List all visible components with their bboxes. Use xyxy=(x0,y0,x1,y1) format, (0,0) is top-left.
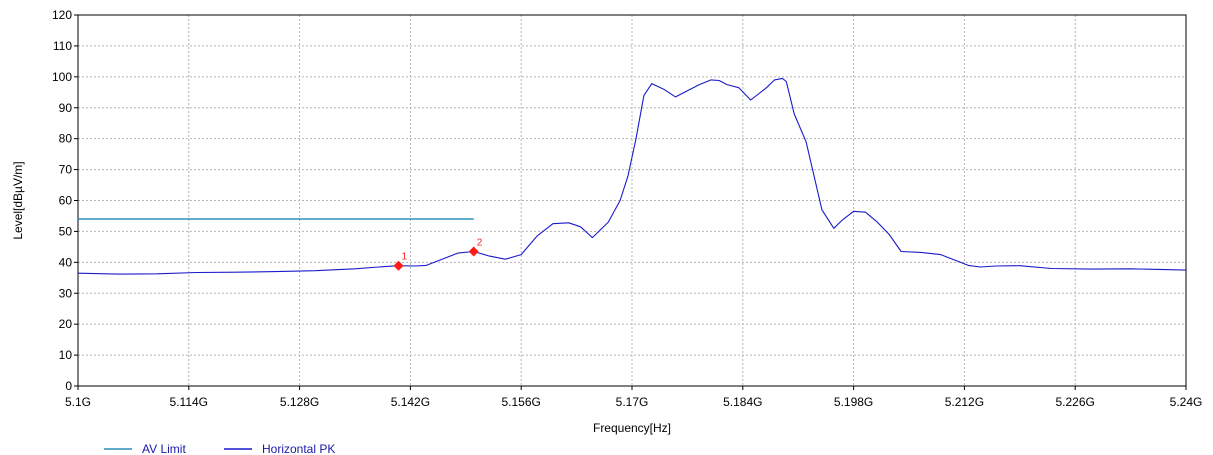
y-tick-label: 30 xyxy=(59,286,73,300)
legend-label: Horizontal PK xyxy=(262,442,335,455)
y-tick-label: 10 xyxy=(59,348,73,362)
x-tick-label: 5.17G xyxy=(616,395,649,409)
y-tick-label: 0 xyxy=(65,379,72,393)
marker-point xyxy=(393,260,404,271)
y-tick-label: 110 xyxy=(53,39,72,53)
series-line-horizontal-pk xyxy=(77,77,1187,275)
grid xyxy=(78,15,1186,386)
x-axis-ticks: 5.1G 5.114G 5.128G 5.142G 5.156G 5.17G 5.184G 5… xyxy=(65,386,1202,409)
y-tick-label: 50 xyxy=(59,224,73,238)
x-tick-label: 5.198G xyxy=(834,395,873,409)
y-tick-label: 60 xyxy=(59,194,73,208)
marker-point xyxy=(468,246,479,257)
legend: AV Limit Horizontal PK xyxy=(104,442,335,455)
y-tick-label: 120 xyxy=(52,8,72,22)
x-tick-label: 5.226G xyxy=(1056,395,1095,409)
y-tick-label: 90 xyxy=(59,101,73,115)
y-tick-label: 70 xyxy=(59,163,73,177)
marker-label: 2 xyxy=(477,238,483,249)
legend-label: AV Limit xyxy=(142,442,186,455)
x-tick-label: 5.184G xyxy=(723,395,762,409)
x-tick-label: 5.114G xyxy=(170,395,208,409)
y-tick-label: 80 xyxy=(59,132,73,146)
x-tick-label: 5.212G xyxy=(945,395,984,409)
x-tick-label: 5.142G xyxy=(391,395,430,409)
y-tick-label: 20 xyxy=(59,317,73,331)
marker-label: 1 xyxy=(402,252,408,263)
x-tick-label: 5.1G xyxy=(65,395,91,409)
y-tick-label: 100 xyxy=(52,70,72,84)
y-axis-ticks: 0 10 20 30 40 50 60 70 80 90 100 110 120 xyxy=(52,8,78,393)
y-tick-label: 40 xyxy=(59,255,73,269)
x-axis-label: Frequency[Hz] xyxy=(593,421,671,435)
series-layer xyxy=(77,77,1187,275)
x-tick-label: 5.156G xyxy=(502,395,541,409)
x-tick-label: 5.128G xyxy=(280,395,319,409)
x-tick-label: 5.24G xyxy=(1170,395,1203,409)
marker-layer: 12 xyxy=(393,238,483,271)
y-axis-label: Level[dBµV/m] xyxy=(11,161,25,239)
